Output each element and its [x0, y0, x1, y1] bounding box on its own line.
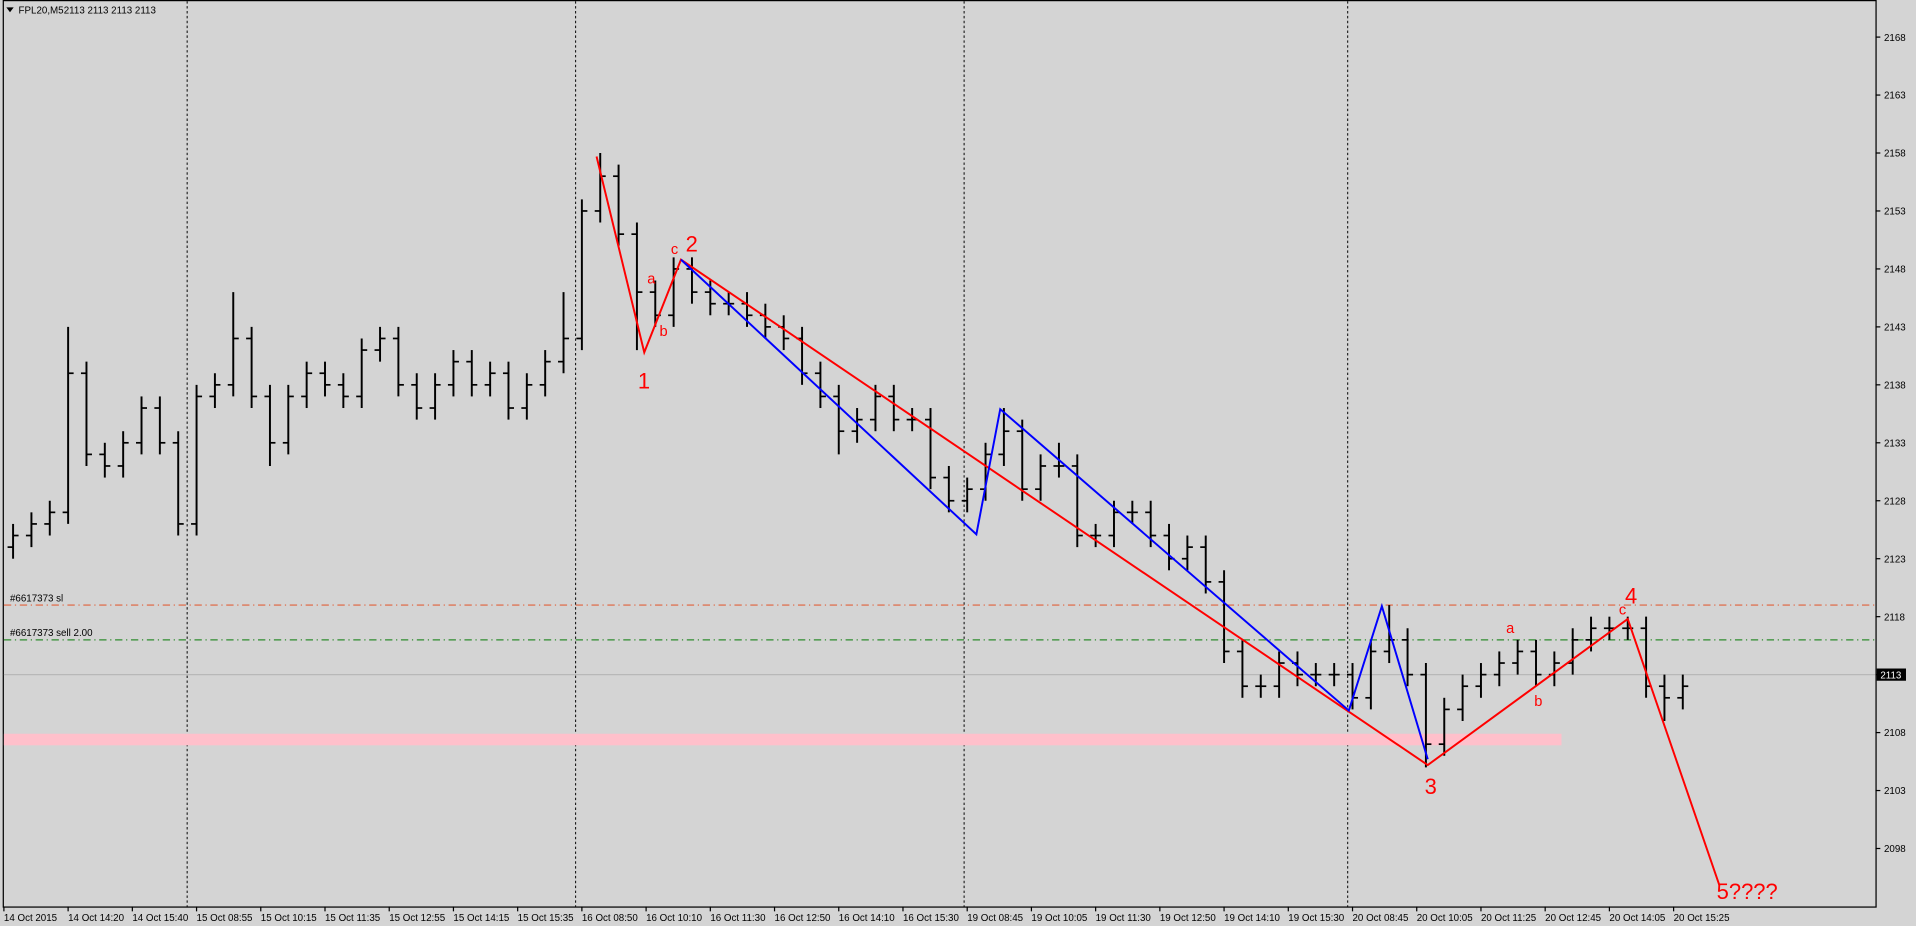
x-tick-label: 20 Oct 08:45 [1353, 913, 1409, 924]
y-tick-label: 2098 [1884, 844, 1906, 855]
wave-label: 5???? [1717, 879, 1778, 904]
x-tick-label: 20 Oct 14:05 [1609, 913, 1665, 924]
wave-label: 2 [686, 232, 698, 257]
sub-label: a [1506, 621, 1515, 637]
x-tick-label: 19 Oct 15:30 [1288, 913, 1344, 924]
x-tick-label: 16 Oct 14:10 [839, 913, 895, 924]
layers: #6617373 sl #6617373 sell 2.00 2098 2103 210… [3, 33, 1906, 924]
x-tick-label: 20 Oct 10:05 [1417, 913, 1473, 924]
order-label: #6617373 sl [10, 593, 63, 604]
wave-label: 1 [638, 368, 650, 393]
y-tick-label: 2138 [1884, 381, 1906, 392]
y-tick-label: 2118 [1884, 612, 1905, 623]
x-tick-label: 20 Oct 12:45 [1545, 913, 1601, 924]
x-tick-label: 16 Oct 15:30 [903, 913, 959, 924]
x-tick-label: 15 Oct 11:35 [325, 913, 381, 924]
sub-label: b [660, 324, 668, 340]
y-tick-label: 2108 [1884, 728, 1906, 739]
y-tick-label: 2158 [1884, 149, 1906, 160]
sub-label: a [647, 271, 656, 287]
sub-label: b [1534, 694, 1542, 710]
y-tick-label: 2143 [1884, 323, 1906, 334]
x-tick-label: 15 Oct 12:55 [389, 913, 445, 924]
sub-label: c [671, 242, 678, 258]
chart-title: FPL20,M5 [19, 5, 65, 16]
y-tick-label: 2128 [1884, 496, 1906, 507]
x-tick-label: 19 Oct 12:50 [1160, 913, 1216, 924]
sub-label: c [1619, 602, 1626, 618]
x-tick-label: 20 Oct 11:25 [1481, 913, 1537, 924]
wave-label: 3 [1425, 774, 1437, 799]
x-tick-label: 14 Oct 2015 [4, 913, 58, 924]
x-tick-label: 19 Oct 10:05 [1031, 913, 1087, 924]
y-tick-label: 2133 [1884, 438, 1906, 449]
day-separators [186, 1, 1349, 907]
quote: 2113 2113 2113 2113 [64, 5, 156, 16]
plot-frame [2, 0, 1877, 908]
x-tick-label: 15 Oct 08:55 [197, 913, 253, 924]
x-tick-label: 16 Oct 11:30 [710, 913, 766, 924]
x-tick-label: 19 Oct 14:10 [1224, 913, 1280, 924]
price-box-label: 2113 [1880, 670, 1901, 681]
y-tick-label: 2103 [1884, 786, 1906, 797]
x-tick-label: 19 Oct 08:45 [967, 913, 1023, 924]
x-tick-label: 15 Oct 14:15 [453, 913, 509, 924]
x-tick-label: 16 Oct 08:50 [582, 913, 638, 924]
x-tick-label: 16 Oct 10:10 [646, 913, 702, 924]
y-tick-label: 2148 [1884, 265, 1906, 276]
wave-label: 4 [1625, 583, 1637, 608]
y-tick-label: 2123 [1884, 554, 1906, 565]
y-tick-label: 2163 [1884, 91, 1906, 102]
x-tick-label: 14 Oct 14:20 [68, 913, 124, 924]
y-tick-label: 2153 [1884, 207, 1906, 218]
x-tick-label: 19 Oct 11:30 [1096, 913, 1152, 924]
price-box [1876, 668, 1906, 681]
order-label: #6617373 sell 2.00 [10, 628, 93, 639]
wave-line [680, 258, 1429, 760]
y-tick-label: 2168 [1884, 33, 1906, 44]
x-tick-label: 15 Oct 15:35 [518, 913, 574, 924]
x-tick-label: 14 Oct 15:40 [132, 913, 188, 924]
x-tick-label: 15 Oct 10:15 [261, 913, 317, 924]
menu-arrow[interactable] [6, 7, 14, 13]
x-tick-label: 20 Oct 15:25 [1674, 913, 1730, 924]
zone [3, 733, 1562, 746]
x-tick-label: 16 Oct 12:50 [775, 913, 831, 924]
wave-line [595, 156, 1721, 886]
